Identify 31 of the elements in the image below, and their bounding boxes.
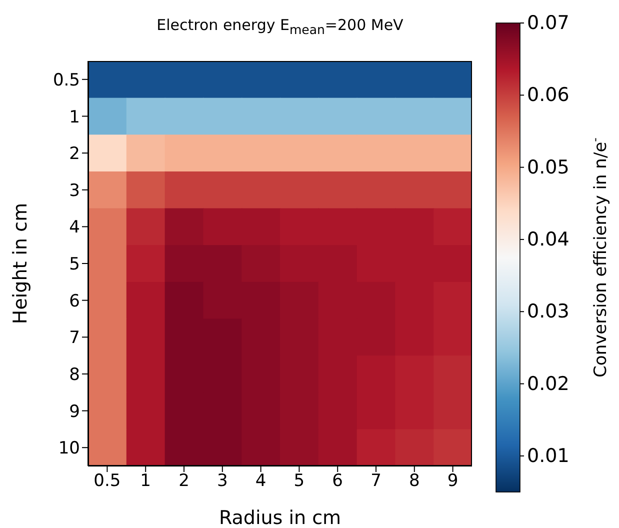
- chart-title: Electron energy E$_{mean}$=200 MeV: [156, 16, 404, 37]
- x-axis-title: Radius in cm: [218, 507, 342, 528]
- x-tick-label: 6: [332, 471, 344, 492]
- y-axis-title: Height in cm: [10, 202, 32, 324]
- x-tick-label: 2: [178, 471, 190, 492]
- x-tick-label: 0.5: [94, 471, 121, 492]
- x-tick-label: 1: [140, 471, 152, 492]
- x-tick-label: 8: [408, 471, 420, 492]
- color-bar-label: 0.01: [527, 444, 570, 467]
- color-bar-label: 0.06: [527, 84, 570, 106]
- x-tick-label: 9: [447, 471, 458, 492]
- y-tick-label: 5: [69, 254, 80, 275]
- x-tick-label: 3: [216, 471, 228, 492]
- y-tick-label: 6: [69, 291, 80, 312]
- y-tick-label: 4: [69, 218, 80, 238]
- y-tick-label: 0.5: [52, 70, 80, 90]
- y-tick-label: 7: [69, 328, 80, 348]
- y-tick-label: 2: [69, 144, 80, 164]
- color-bar-label: 0.03: [527, 300, 570, 323]
- y-tick-label: 8: [69, 364, 80, 385]
- y-tick-label: 10: [58, 438, 80, 459]
- x-tick-label: 5: [294, 471, 305, 492]
- x-tick-label: 7: [370, 471, 382, 492]
- y-tick-label: 1: [69, 107, 80, 128]
- x-tick-label: 4: [255, 471, 266, 492]
- y-tick-label: 9: [69, 402, 80, 422]
- color-bar-label: 0.04: [527, 228, 570, 250]
- color-bar-label: 0.05: [527, 156, 570, 178]
- y-tick-label: 3: [69, 180, 80, 201]
- color-bar-label: 0.02: [527, 372, 570, 395]
- color-bar-label: 0.07: [527, 12, 570, 34]
